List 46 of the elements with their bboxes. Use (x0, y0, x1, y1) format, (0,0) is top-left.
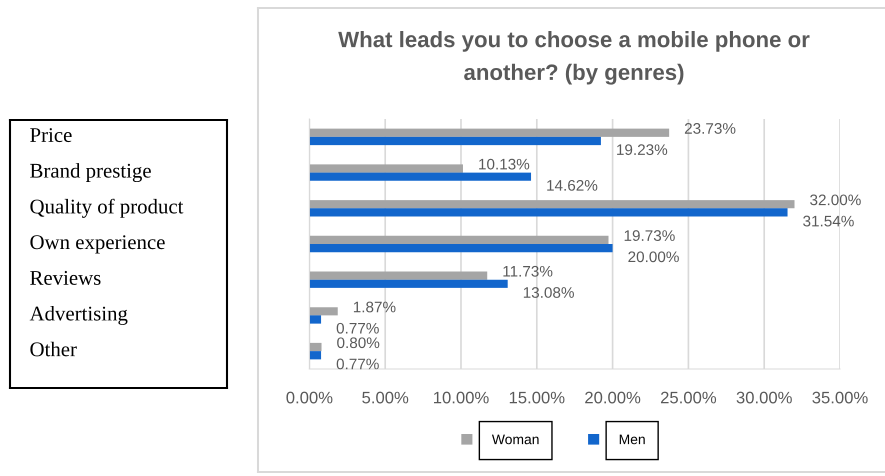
data-label: 19.23% (617, 144, 668, 156)
bar (309, 351, 322, 360)
bar (309, 128, 670, 137)
bar (309, 272, 488, 280)
legend-label: Woman (492, 434, 539, 444)
bar (309, 315, 322, 324)
data-label: 0.77% (336, 358, 379, 370)
bar (309, 136, 601, 146)
y-tick-label: Other (30, 342, 77, 356)
data-label: 0.80% (337, 337, 380, 348)
data-label: 19.73% (624, 230, 675, 241)
chart-title: What leads you to choose a mobile phone or another? (by genres) (338, 31, 810, 85)
data-label: 11.73% (503, 266, 552, 277)
legend-label: Men (620, 434, 645, 444)
bar (309, 244, 613, 252)
bar (309, 172, 532, 181)
bar (309, 200, 795, 208)
y-tick-label: Own experience (30, 235, 165, 254)
x-tick-label: 5.00% (362, 392, 408, 404)
bar (309, 280, 508, 288)
y-tick-label: Advertising (30, 306, 128, 325)
bar (309, 307, 338, 316)
bar (309, 342, 322, 352)
y-tick-label: Quality of product (30, 198, 184, 218)
data-label: 31.54% (803, 216, 854, 226)
y-tick-label: Brand prestige (30, 163, 151, 182)
data-label: 23.73% (684, 123, 736, 134)
x-tick-label: 35.00% (812, 392, 868, 404)
x-tick-label: 15.00% (510, 392, 564, 404)
bar (309, 208, 788, 216)
data-label: 20.00% (628, 251, 679, 262)
x-tick-label: 10.00% (434, 392, 489, 404)
x-tick-label: 0.00% (286, 392, 332, 404)
x-tick-label: 25.00% (660, 392, 716, 404)
y-tick-label: Price (30, 128, 72, 142)
bar (309, 236, 609, 244)
data-label: 32.00% (810, 194, 861, 206)
data-label: 10.13% (479, 158, 530, 170)
x-tick-label: 30.00% (736, 392, 792, 404)
data-label: 13.08% (524, 287, 574, 298)
data-label: 0.77% (336, 322, 379, 334)
bar (309, 164, 463, 173)
y-tick-label: Reviews (30, 270, 101, 285)
data-label: 14.62% (547, 180, 598, 191)
data-label: 1.87% (354, 302, 396, 312)
x-tick-label: 20.00% (585, 392, 640, 404)
